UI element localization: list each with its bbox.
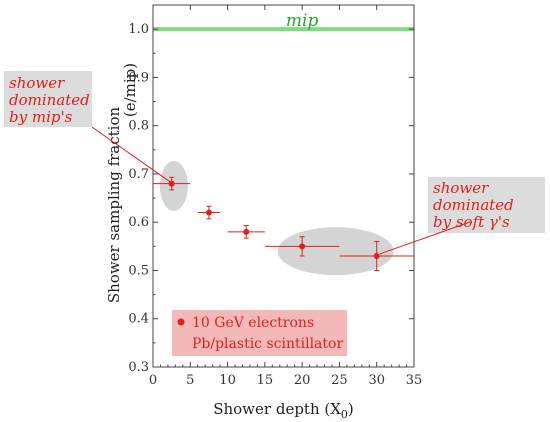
x-tick-label: 0 (149, 373, 157, 388)
data-point (339, 241, 414, 271)
y-tick-label: 0.6 (128, 215, 149, 230)
x-tick-label: 10 (219, 373, 236, 388)
data-point (264, 236, 340, 257)
data-point (227, 225, 265, 239)
annotation-gamma-leader (379, 221, 471, 255)
annotation-gamma-line-1: shower (433, 179, 489, 197)
x-axis: 0 5 10 15 20 25 30 35 (149, 5, 422, 388)
x-axis-label-close: ) (348, 400, 354, 418)
y-tick-label: 0.9 (128, 70, 149, 85)
annotation-box-gamma (428, 177, 545, 233)
y-tick-label: 0.7 (128, 167, 149, 182)
y-tick-label: 0.3 (128, 360, 149, 375)
data-marker (205, 209, 212, 216)
highlight-ellipse-mip (159, 161, 188, 211)
data-series (153, 176, 414, 271)
annotation-gamma-line-3: by soft γ's (433, 213, 510, 231)
x-tick-label: 30 (368, 373, 385, 388)
y-tick-label: 0.5 (128, 263, 149, 278)
x-tick-label: 15 (257, 373, 274, 388)
y-axis-unit: (e/mip) (121, 63, 139, 117)
legend-line-1: 10 GeV electrons (192, 315, 314, 331)
data-marker (299, 243, 306, 250)
legend-box (172, 310, 347, 356)
x-axis-label-sub: 0 (341, 408, 348, 421)
data-marker (373, 252, 380, 259)
y-axis-label: Shower sampling fraction (105, 107, 123, 304)
y-tick-label: 0.4 (128, 312, 149, 327)
x-tick-label: 5 (186, 373, 194, 388)
y-tick-label: 1.0 (128, 22, 149, 37)
x-tick-label: 35 (406, 373, 423, 388)
y-tick-label: 0.8 (128, 119, 149, 134)
annotation-gamma-line-2: dominated (433, 196, 514, 214)
annotation-mip-leader (91, 126, 170, 182)
x-tick-label: 25 (331, 373, 348, 388)
legend-marker (177, 318, 185, 326)
data-marker (168, 180, 175, 187)
annotation-mip-line-3: by mip's (9, 108, 73, 126)
x-axis-label-main: Shower depth (X (213, 400, 341, 418)
annotation-box-mip (4, 71, 92, 127)
highlight-ellipse-gamma (277, 227, 394, 276)
plot-frame (152, 4, 415, 368)
y-axis-label-group: Shower sampling fraction (e/mip) (105, 63, 139, 303)
annotation-mip-line-1: shower (9, 74, 65, 92)
data-point (197, 205, 221, 220)
data-marker (243, 228, 250, 235)
legend-line-2: Pb/plastic scintillator (192, 336, 343, 352)
mip-label: mip (286, 11, 319, 31)
annotation-mip-line-2: dominated (9, 91, 90, 109)
y-axis: 0.3 0.4 0.5 0.6 0.7 0.8 0.9 1.0 (128, 4, 414, 375)
x-tick-label: 20 (294, 373, 311, 388)
x-axis-label: Shower depth (X0) (213, 400, 354, 421)
data-point (153, 176, 191, 191)
